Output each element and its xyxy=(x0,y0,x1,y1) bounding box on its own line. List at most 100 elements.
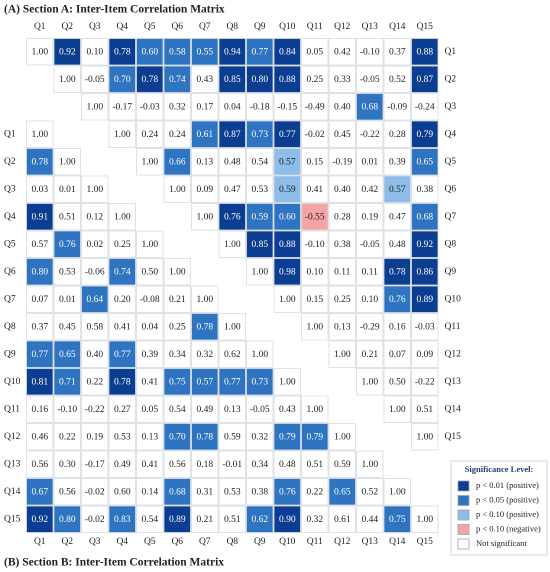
cell-value: 0.78 xyxy=(196,322,213,332)
matrix-cell xyxy=(218,203,246,231)
matrix-cell xyxy=(191,148,219,176)
matrix-cell xyxy=(218,175,246,203)
row-label: Q7 xyxy=(4,294,16,304)
cell-value: 0.60 xyxy=(279,212,296,222)
matrix-cell xyxy=(328,423,356,451)
cell-value: 0.86 xyxy=(416,267,433,277)
matrix-cell xyxy=(163,340,191,368)
matrix-cell xyxy=(411,65,439,93)
matrix-cell xyxy=(301,148,329,176)
cell-value: 0.31 xyxy=(196,487,213,497)
matrix-cell xyxy=(163,313,191,341)
matrix-cell xyxy=(356,65,384,93)
cell-value: 1.00 xyxy=(279,295,296,305)
matrix-cell xyxy=(301,423,329,451)
matrix-cell xyxy=(136,423,164,451)
column-label: Q9 xyxy=(254,537,266,547)
matrix-cell xyxy=(411,285,439,313)
cell-value: 0.61 xyxy=(196,130,213,140)
cell-value: 0.15 xyxy=(306,157,323,167)
cell-value: 0.75 xyxy=(389,515,406,525)
cell-value: 0.76 xyxy=(389,295,406,305)
cell-value: 0.92 xyxy=(416,240,433,250)
cell-value: 1.00 xyxy=(86,102,103,112)
matrix-cell xyxy=(218,340,246,368)
cell-value: 0.51 xyxy=(224,515,241,525)
matrix-cell xyxy=(163,65,191,93)
cell-value: 0.62 xyxy=(251,515,268,525)
cell-value: 0.68 xyxy=(361,102,378,112)
matrix-cell xyxy=(301,230,329,258)
row-label: Q11 xyxy=(445,322,461,332)
cell-value: 0.59 xyxy=(279,185,296,195)
matrix-cell xyxy=(163,395,191,423)
matrix-cell xyxy=(301,258,329,286)
matrix-cell xyxy=(273,38,301,66)
cell-value: 0.71 xyxy=(59,377,76,387)
matrix-cell xyxy=(328,230,356,258)
cell-value: 1.00 xyxy=(416,515,433,525)
cell-value: 0.75 xyxy=(169,377,186,387)
cell-value: 0.27 xyxy=(114,405,131,415)
cell-value: -0.17 xyxy=(112,102,132,112)
cell-value: 0.42 xyxy=(361,185,378,195)
matrix-cell xyxy=(26,203,54,231)
cell-value: 0.91 xyxy=(31,212,48,222)
matrix-cell xyxy=(163,148,191,176)
cell-value: 0.51 xyxy=(306,460,323,470)
cell-value: -0.02 xyxy=(305,130,325,140)
matrix-cell xyxy=(411,505,439,533)
cell-value: 0.18 xyxy=(196,460,213,470)
matrix-cell xyxy=(411,120,439,148)
cell-value: 0.33 xyxy=(334,75,351,85)
cell-value: 1.00 xyxy=(141,157,158,167)
cell-value: 0.53 xyxy=(114,432,131,442)
matrix-cell xyxy=(191,38,219,66)
cell-value: 0.07 xyxy=(389,350,406,360)
matrix-cell xyxy=(301,478,329,506)
matrix-cell xyxy=(411,93,439,121)
cell-value: 0.07 xyxy=(31,295,48,305)
cell-value: 1.00 xyxy=(59,157,76,167)
cell-value: 0.30 xyxy=(59,460,76,470)
cell-value: -0.29 xyxy=(360,322,380,332)
cell-value: 0.88 xyxy=(416,47,433,57)
matrix-cell xyxy=(383,203,411,231)
cell-value: 0.85 xyxy=(224,75,241,85)
cell-value: 0.09 xyxy=(196,185,213,195)
matrix-cell xyxy=(301,505,329,533)
row-label: Q7 xyxy=(445,212,457,222)
column-label: Q3 xyxy=(89,537,101,547)
matrix-cell xyxy=(191,175,219,203)
cell-value: 0.13 xyxy=(334,322,351,332)
column-label: Q6 xyxy=(171,22,183,32)
cell-value: 0.56 xyxy=(59,487,76,497)
matrix-cell xyxy=(246,120,274,148)
cell-value: 0.87 xyxy=(224,130,241,140)
row-label: Q10 xyxy=(445,294,462,304)
matrix-cell xyxy=(301,313,329,341)
cell-value: -0.05 xyxy=(85,75,105,85)
matrix-cell xyxy=(301,450,329,478)
matrix-cell xyxy=(383,505,411,533)
matrix-cell xyxy=(218,38,246,66)
matrix-cell xyxy=(108,368,136,396)
matrix-cell xyxy=(163,93,191,121)
cell-value: 0.57 xyxy=(389,185,406,195)
matrix-cell xyxy=(163,505,191,533)
cell-value: 0.92 xyxy=(31,515,48,525)
matrix-cell xyxy=(108,203,136,231)
cell-value: 0.54 xyxy=(251,157,268,167)
cell-value: 0.37 xyxy=(31,322,48,332)
cell-value: 0.52 xyxy=(361,487,378,497)
matrix-cell xyxy=(108,395,136,423)
matrix-cell xyxy=(273,368,301,396)
legend-swatch xyxy=(457,509,470,521)
cell-value: 0.79 xyxy=(279,432,296,442)
column-label: Q5 xyxy=(144,537,156,547)
matrix-cell xyxy=(273,395,301,423)
cell-value: 0.21 xyxy=(169,295,186,305)
cell-value: 0.54 xyxy=(141,515,158,525)
matrix-cell xyxy=(163,368,191,396)
cell-value: 0.78 xyxy=(114,377,131,387)
